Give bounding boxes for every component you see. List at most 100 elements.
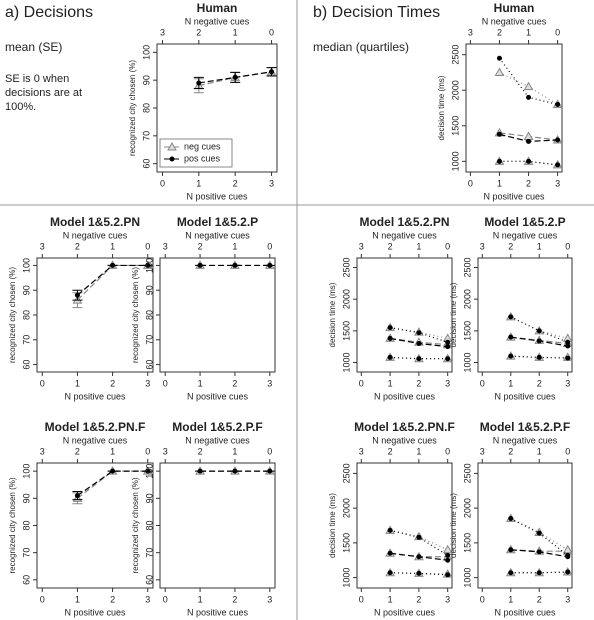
x2-tick-label: 0 [145, 446, 150, 456]
section-note: SE is 0 when decisions are at 100%. [5, 73, 83, 113]
x-tick-label: 2 [110, 378, 115, 388]
x-tick-label: 0 [359, 594, 364, 604]
x2-tick-label: 0 [565, 446, 570, 456]
y-axis-label: decision time (ms) [328, 282, 337, 347]
y-tick-label: 1500 [341, 321, 351, 341]
marker [445, 339, 451, 345]
x-axis-label: N positive cues [483, 191, 545, 201]
x2-tick-label: 0 [267, 241, 272, 251]
x-tick-label: 0 [468, 178, 473, 188]
x-tick-label: 3 [145, 378, 150, 388]
x2-tick-label: 0 [269, 27, 274, 37]
x-tick-label: 1 [388, 594, 393, 604]
x-tick-label: 0 [359, 378, 364, 388]
x-tick-label: 0 [163, 594, 168, 604]
x-tick-label: 3 [145, 594, 150, 604]
series-line [77, 470, 148, 497]
x2-tick-label: 2 [198, 446, 203, 456]
x2-axis-label: N negative cues [63, 435, 128, 445]
x2-tick-label: 3 [359, 241, 364, 251]
marker [74, 292, 80, 298]
x2-tick-label: 0 [145, 241, 150, 251]
x-tick-label: 3 [269, 178, 274, 188]
quartile-line [390, 327, 448, 340]
x2-tick-label: 0 [445, 241, 450, 251]
legend-label: pos cues [184, 153, 221, 163]
y-tick-label: 1000 [462, 568, 472, 588]
y-tick-label: 2000 [341, 289, 351, 309]
x2-tick-label: 0 [565, 241, 570, 251]
x-tick-label: 2 [110, 594, 115, 604]
marker [508, 516, 514, 522]
y-tick-label: 80 [144, 520, 154, 530]
marker [74, 493, 80, 499]
y-tick-label: 60 [144, 360, 154, 370]
x2-tick-label: 2 [198, 241, 203, 251]
plot-frame [159, 462, 276, 589]
x-tick-label: 1 [198, 378, 203, 388]
y-tick-label: 2500 [462, 257, 472, 277]
x-tick-label: 3 [445, 594, 450, 604]
marker [416, 341, 422, 346]
marker [387, 570, 393, 576]
marker [445, 552, 451, 558]
marker [496, 158, 502, 164]
x-tick-label: 1 [508, 594, 513, 604]
y-tick-label: 60 [21, 360, 31, 370]
chart-title: Model 1&5.2.P [177, 215, 258, 229]
x-tick-label: 0 [480, 378, 485, 388]
x-axis-label: N positive cues [64, 607, 126, 617]
y-tick-label: 100 [144, 258, 154, 273]
x2-tick-label: 3 [480, 241, 485, 251]
marker [387, 354, 393, 360]
x2-tick-label: 3 [40, 446, 45, 456]
x-axis-label: N positive cues [494, 607, 556, 617]
marker [562, 544, 573, 554]
x-tick-label: 2 [537, 378, 542, 388]
marker [110, 262, 116, 268]
y-tick-label: 90 [21, 493, 31, 503]
x2-axis-label: N negative cues [185, 230, 250, 240]
quartile-line [499, 160, 558, 166]
x2-tick-label: 3 [468, 27, 473, 37]
x2-tick-label: 3 [163, 241, 168, 251]
marker [508, 547, 514, 553]
x2-tick-label: 3 [40, 241, 45, 251]
marker [565, 355, 571, 361]
x2-tick-label: 1 [416, 446, 421, 456]
marker [565, 569, 571, 575]
x-tick-label: 3 [555, 178, 560, 188]
marker [196, 80, 202, 86]
x2-axis-label: N negative cues [493, 230, 558, 240]
x2-tick-label: 1 [110, 446, 115, 456]
x-tick-label: 1 [497, 178, 502, 188]
chart-title: Model 1&5.2.PN [50, 215, 140, 229]
x2-tick-label: 1 [416, 241, 421, 251]
x-tick-label: 0 [40, 378, 45, 388]
y-tick-label: 60 [21, 575, 31, 585]
marker [526, 138, 532, 144]
chart-title: Model 1&5.2.P.F [172, 420, 262, 434]
y-tick-label: 2000 [462, 289, 472, 309]
marker [197, 262, 203, 268]
y-tick-label: 90 [21, 285, 31, 295]
plot-frame [356, 257, 453, 373]
x-axis-label: N positive cues [494, 391, 556, 401]
chart-title: Model 1&5.2.PN.F [45, 420, 146, 434]
chart-title: Model 1&5.2.PN.F [354, 420, 455, 434]
marker [445, 356, 451, 362]
x-tick-label: 3 [445, 378, 450, 388]
y-tick-label: 90 [144, 285, 154, 295]
y-tick-label: 70 [144, 335, 154, 345]
x2-tick-label: 0 [445, 446, 450, 456]
x2-tick-label: 3 [480, 446, 485, 456]
x2-tick-label: 0 [555, 27, 560, 37]
marker [526, 158, 532, 164]
y-tick-label: 70 [21, 335, 31, 345]
marker [267, 262, 273, 268]
marker [445, 557, 451, 563]
marker [565, 343, 571, 349]
y-tick-label: 1000 [341, 352, 351, 372]
marker [536, 328, 542, 334]
